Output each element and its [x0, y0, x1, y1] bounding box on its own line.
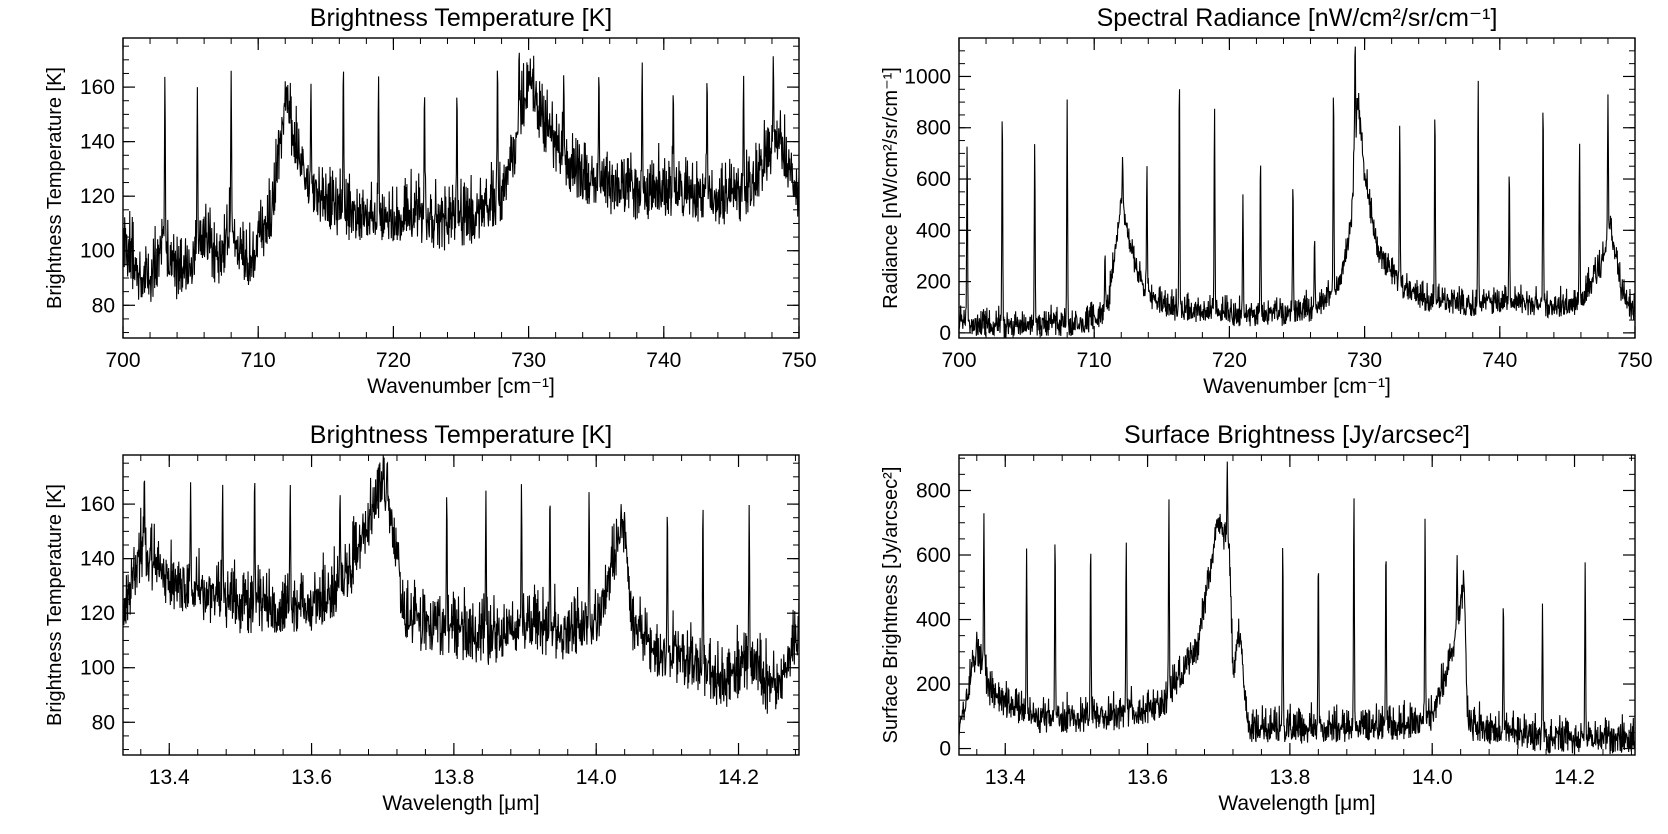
- spectrum-line: [123, 52, 799, 302]
- x-tick-label: 710: [241, 349, 276, 372]
- x-axis-label: Wavenumber [cm⁻¹]: [367, 375, 555, 398]
- x-tick-label: 750: [1617, 349, 1652, 372]
- y-tick-label: 600: [916, 168, 951, 191]
- y-tick-label: 140: [80, 548, 115, 571]
- y-tick-label: 140: [80, 131, 115, 154]
- y-axis-label: Radiance [nW/cm²/sr/cm⁻¹]: [880, 67, 902, 309]
- y-tick-label: 200: [916, 673, 951, 696]
- y-tick-label: 120: [80, 602, 115, 625]
- panel-bottom-left-bt-wavelength: Brightness Temperature [K] Wavelength [μm…: [44, 421, 800, 815]
- x-tick-label: 14.2: [718, 766, 759, 789]
- y-axis-label: Surface Brightness [Jy/arcsec²]: [880, 467, 902, 744]
- chart-title: Brightness Temperature [K]: [310, 4, 612, 32]
- x-tick-label: 730: [511, 349, 546, 372]
- y-axis-label: Brightness Temperature [K]: [44, 484, 66, 726]
- x-tick-label: 710: [1077, 349, 1112, 372]
- x-tick-label: 740: [1482, 349, 1517, 372]
- spectrum-line: [959, 461, 1635, 755]
- y-tick-label: 160: [80, 493, 115, 516]
- y-tick-label: 800: [916, 117, 951, 140]
- x-tick-label: 740: [646, 349, 681, 372]
- x-tick-label: 750: [781, 349, 816, 372]
- x-tick-label: 730: [1347, 349, 1382, 372]
- y-tick-label: 200: [916, 271, 951, 294]
- spectrum-line: [959, 46, 1635, 338]
- y-tick-label: 600: [916, 544, 951, 567]
- panel-bottom-right-surface-brightness-wavelength: Surface Brightness [Jy/arcsec²] Wavelengt…: [880, 421, 1636, 815]
- y-tick-label: 0: [939, 322, 951, 345]
- x-tick-label: 700: [941, 349, 976, 372]
- y-tick-label: 100: [80, 240, 115, 263]
- x-axis-label: Wavelength [μm]: [382, 792, 539, 815]
- spectrum-line: [123, 455, 799, 714]
- x-tick-label: 14.2: [1554, 766, 1595, 789]
- x-axis-label: Wavelength [μm]: [1218, 792, 1375, 815]
- plot-frame: [958, 37, 1636, 339]
- x-tick-label: 13.4: [985, 766, 1026, 789]
- y-tick-label: 120: [80, 185, 115, 208]
- y-tick-label: 1000: [904, 65, 951, 88]
- y-tick-label: 800: [916, 479, 951, 502]
- x-tick-label: 720: [376, 349, 411, 372]
- y-tick-label: 0: [939, 738, 951, 761]
- y-axis-label: Brightness Temperature [K]: [44, 67, 66, 309]
- x-tick-label: 13.6: [1127, 766, 1168, 789]
- x-tick-label: 13.6: [291, 766, 332, 789]
- chart-title: Surface Brightness [Jy/arcsec²]: [1124, 421, 1470, 449]
- x-tick-label: 13.4: [149, 766, 190, 789]
- y-tick-label: 400: [916, 219, 951, 242]
- x-tick-label: 13.8: [433, 766, 474, 789]
- plot-frame: [122, 37, 800, 339]
- y-tick-label: 160: [80, 76, 115, 99]
- chart-title: Brightness Temperature [K]: [310, 421, 612, 449]
- chart-title: Spectral Radiance [nW/cm²/sr/cm⁻¹]: [1097, 4, 1498, 32]
- x-tick-label: 14.0: [576, 766, 617, 789]
- y-tick-label: 100: [80, 657, 115, 680]
- plot-frame: [958, 454, 1636, 756]
- y-tick-label: 80: [92, 711, 115, 734]
- x-tick-label: 720: [1212, 349, 1247, 372]
- y-tick-label: 400: [916, 609, 951, 632]
- x-axis-label: Wavenumber [cm⁻¹]: [1203, 375, 1391, 398]
- y-tick-label: 80: [92, 294, 115, 317]
- plot-frame: [122, 454, 800, 756]
- x-tick-label: 13.8: [1269, 766, 1310, 789]
- panel-top-right-radiance-wavenumber: Spectral Radiance [nW/cm²/sr/cm⁻¹] Wavenu…: [880, 4, 1653, 398]
- panel-top-left-bt-wavenumber: Brightness Temperature [K] Wavenumber [cm…: [44, 4, 817, 398]
- x-tick-label: 14.0: [1412, 766, 1453, 789]
- x-tick-label: 700: [105, 349, 140, 372]
